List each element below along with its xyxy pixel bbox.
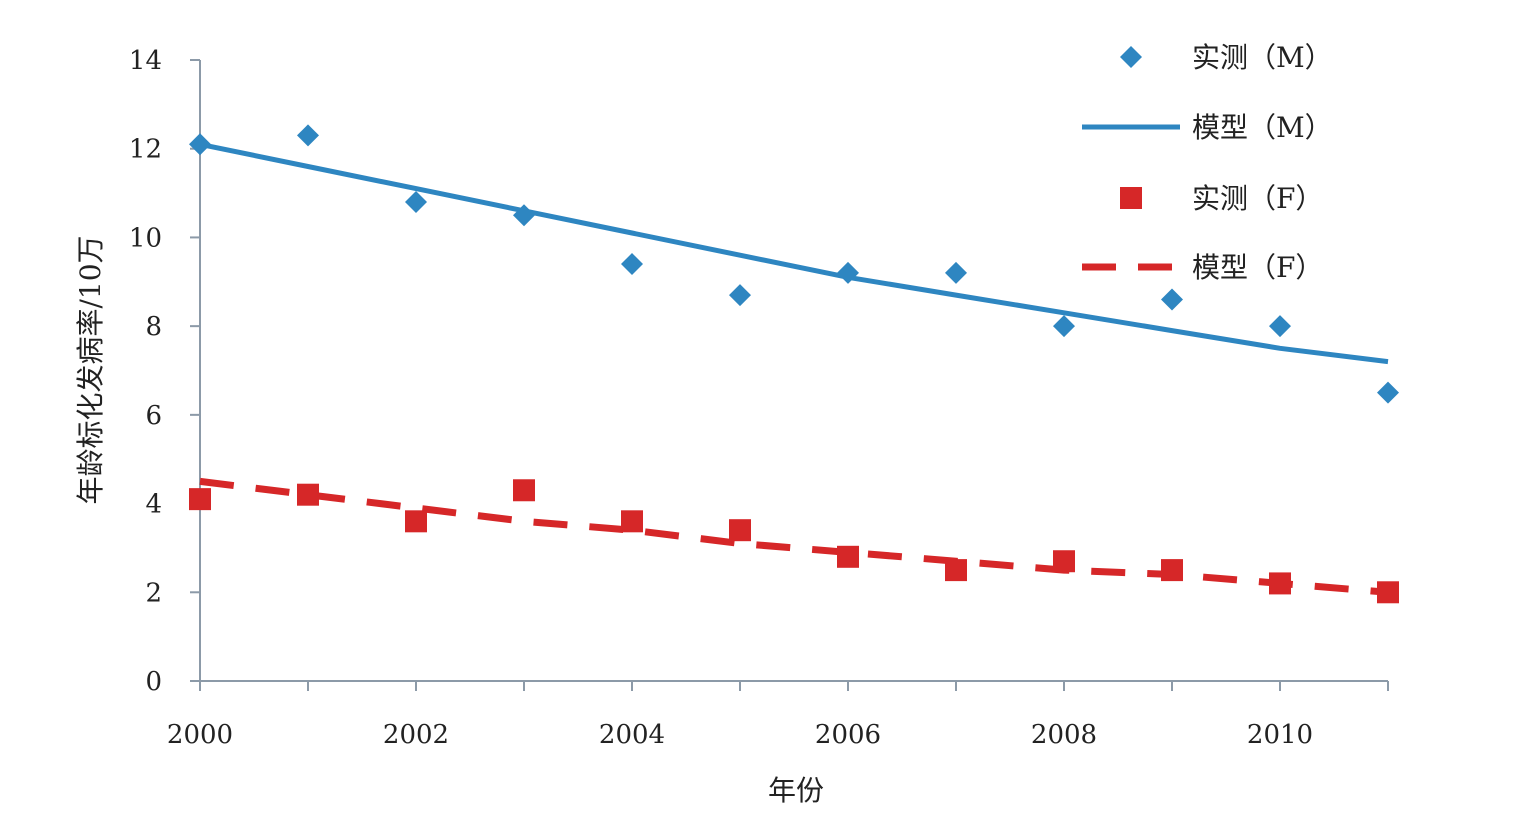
data-point-f bbox=[513, 479, 535, 502]
data-point-m bbox=[1377, 381, 1399, 404]
y-tick-label: 2 bbox=[145, 578, 162, 608]
y-tick-label: 0 bbox=[145, 667, 162, 697]
y-tick-label: 8 bbox=[145, 312, 162, 342]
data-point-f bbox=[837, 545, 859, 568]
y-tick-label: 10 bbox=[129, 223, 162, 253]
data-point-f bbox=[1377, 581, 1399, 604]
x-axis-title: 年份 bbox=[768, 774, 824, 807]
data-point-m bbox=[297, 124, 319, 147]
data-point-f bbox=[729, 519, 751, 542]
data-point-f bbox=[945, 559, 967, 582]
data-point-m bbox=[729, 284, 751, 307]
data-point-f bbox=[1053, 550, 1075, 573]
data-point-f bbox=[405, 510, 427, 533]
y-tick-label: 12 bbox=[129, 135, 162, 165]
series-line-model-m bbox=[199, 141, 1389, 365]
data-point-m bbox=[1053, 315, 1075, 338]
y-tick-label: 4 bbox=[145, 490, 162, 520]
data-point-f bbox=[297, 483, 319, 506]
data-point-m bbox=[837, 261, 859, 284]
plot-area bbox=[189, 124, 1399, 604]
data-point-m bbox=[945, 261, 967, 284]
y-axis-title: 年龄标化发病率/10万 bbox=[74, 235, 107, 504]
data-point-f bbox=[1269, 572, 1291, 595]
legend-label: 实测（F） bbox=[1192, 182, 1323, 215]
legend-marker bbox=[1120, 187, 1142, 209]
data-point-m bbox=[189, 133, 211, 156]
series-line-model-f bbox=[199, 477, 1389, 596]
x-tick-label: 2002 bbox=[383, 720, 449, 750]
data-point-f bbox=[1161, 559, 1183, 582]
data-point-m bbox=[513, 204, 535, 227]
legend-marker bbox=[1120, 46, 1142, 68]
x-tick-label: 2008 bbox=[1031, 720, 1097, 750]
legend-label: 实测（M） bbox=[1192, 41, 1333, 74]
legend: 实测（M） 模型（M） 实测（F） 模型（F） bbox=[1082, 41, 1333, 284]
data-point-m bbox=[405, 190, 427, 213]
x-tick-label: 2006 bbox=[815, 720, 881, 750]
axes bbox=[199, 60, 1388, 682]
legend-label: 模型（F） bbox=[1192, 251, 1323, 284]
y-tick-label: 6 bbox=[145, 401, 162, 431]
ticks: 0 2 4 6 8 10 12 14 2000 2002 2004 2006 2008 2010 bbox=[129, 46, 1389, 750]
data-point-m bbox=[1269, 315, 1291, 338]
data-point-f bbox=[621, 510, 643, 533]
legend-label: 模型（M） bbox=[1192, 111, 1333, 144]
x-tick-label: 2004 bbox=[599, 720, 665, 750]
data-point-m bbox=[1161, 288, 1183, 311]
y-tick-label: 14 bbox=[129, 46, 162, 76]
x-tick-label: 2010 bbox=[1247, 720, 1313, 750]
data-point-m bbox=[621, 253, 643, 276]
x-tick-label: 2000 bbox=[167, 720, 233, 750]
data-point-f bbox=[189, 488, 211, 511]
